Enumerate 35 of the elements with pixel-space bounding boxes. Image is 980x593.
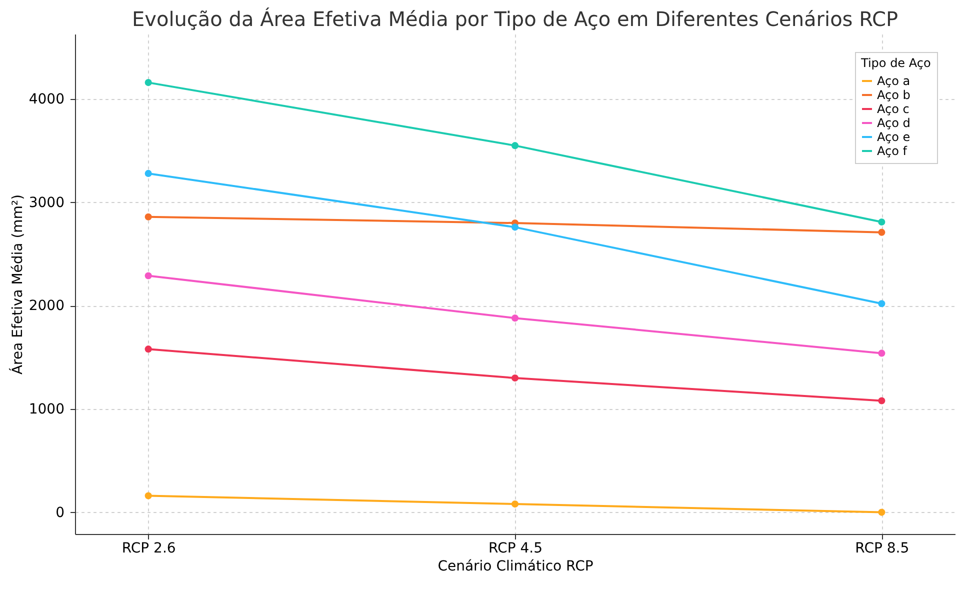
x-tick-label: RCP 2.6 xyxy=(122,540,176,556)
point xyxy=(878,397,886,404)
point xyxy=(878,218,886,226)
y-tick-label: 3000 xyxy=(28,194,64,211)
point xyxy=(144,272,152,280)
legend-label: Aço c xyxy=(877,102,910,116)
chart-title: Evolução da Área Efetiva Média por Tipo de Aço em Diferentes Cenários RCP xyxy=(132,7,898,31)
point xyxy=(144,213,152,220)
y-axis-title: Área Efetiva Média (mm²) xyxy=(8,194,26,375)
point xyxy=(144,346,152,353)
point xyxy=(878,300,886,308)
point xyxy=(511,500,519,508)
x-tick-label: RCP 4.5 xyxy=(488,540,542,556)
y-tick-label: 2000 xyxy=(28,298,64,314)
legend-label: Aço b xyxy=(877,88,910,102)
point xyxy=(511,142,519,150)
y-tick-label: 0 xyxy=(56,504,64,521)
point xyxy=(144,79,152,86)
y-tick-label: 4000 xyxy=(28,92,64,108)
point xyxy=(878,228,886,236)
legend-label: Aço e xyxy=(877,130,910,144)
y-tick-label: 1000 xyxy=(28,402,64,418)
x-tick-label: RCP 8.5 xyxy=(855,540,910,556)
point xyxy=(144,492,152,500)
legend-label: Aço a xyxy=(877,74,910,88)
point xyxy=(878,508,886,516)
point xyxy=(144,170,152,177)
point xyxy=(878,350,886,357)
point xyxy=(511,314,519,322)
legend-label: Aço f xyxy=(877,144,908,158)
x-axis-title: Cenário Climático RCP xyxy=(438,558,594,574)
legend-title: Tipo de Aço xyxy=(860,56,931,70)
point xyxy=(511,374,519,382)
legend-label: Aço d xyxy=(877,116,910,130)
point xyxy=(511,224,519,231)
